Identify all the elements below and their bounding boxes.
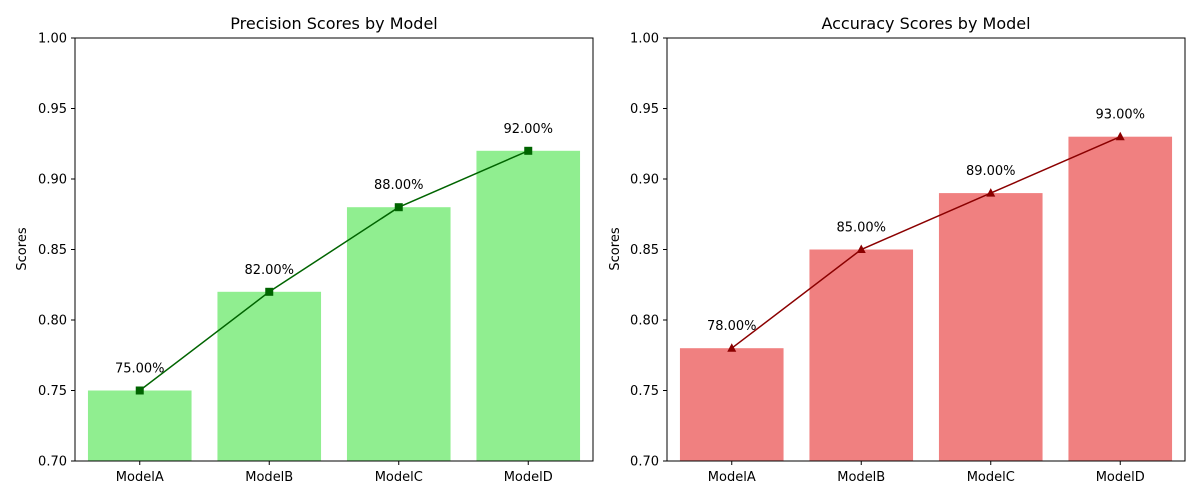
accuracy-x-tick-label: ModelA xyxy=(708,470,756,485)
accuracy-point-modelb xyxy=(856,244,866,253)
precision-point-modeld xyxy=(524,146,533,155)
accuracy-data-label: 78.00% xyxy=(707,319,757,334)
precision-trend-line xyxy=(139,150,529,392)
precision-bar-modela xyxy=(87,390,192,461)
precision-data-label: 88.00% xyxy=(374,178,424,193)
precision-data-label: 75.00% xyxy=(115,362,165,377)
accuracy-data-label: 89.00% xyxy=(966,164,1016,179)
accuracy-y-tick-label: 1.00 xyxy=(630,32,659,47)
precision-x-tick-label: ModelA xyxy=(116,470,164,485)
accuracy-y-tick-label: 0.75 xyxy=(630,384,659,399)
accuracy-y-tick-label: 0.80 xyxy=(630,314,659,329)
accuracy-point-modeld xyxy=(1115,131,1125,141)
precision-y-tick-label: 0.90 xyxy=(38,173,67,188)
precision-data-label: 92.00% xyxy=(503,122,553,137)
precision-x-tick-label: ModelD xyxy=(504,470,553,485)
precision-point-modela xyxy=(135,386,144,395)
precision-y-tick-label: 0.95 xyxy=(38,102,67,117)
accuracy-trend-line xyxy=(731,136,1121,349)
precision-bar-modeld xyxy=(476,150,581,462)
precision-y-tick-label: 0.70 xyxy=(38,455,67,470)
accuracy-y-axis-label: Scores xyxy=(608,227,623,270)
accuracy-y-tick-label: 0.70 xyxy=(630,455,659,470)
accuracy-bar-modelc xyxy=(938,193,1043,461)
accuracy-point-modela xyxy=(727,343,737,352)
accuracy-bar-modeld xyxy=(1068,136,1173,461)
accuracy-y-tick-label: 0.85 xyxy=(630,243,659,258)
accuracy-bar-modela xyxy=(679,348,784,461)
accuracy-chart-title: Accuracy Scores by Model xyxy=(821,14,1030,33)
precision-bar-modelb xyxy=(217,291,322,461)
accuracy-bar-modelb xyxy=(809,249,914,461)
precision-x-tick-label: ModelB xyxy=(245,470,293,485)
precision-x-tick-label: ModelC xyxy=(375,470,423,485)
accuracy-x-tick-label: ModelC xyxy=(967,470,1015,485)
precision-point-modelb xyxy=(265,287,274,296)
precision-y-tick-label: 1.00 xyxy=(38,32,67,47)
accuracy-y-tick-label: 0.95 xyxy=(630,102,659,117)
precision-chart-title: Precision Scores by Model xyxy=(230,14,437,33)
accuracy-y-tick-label: 0.90 xyxy=(630,173,659,188)
precision-point-modelc xyxy=(394,203,403,212)
precision-chart: Precision Scores by Model Scores 0.70 0.7… xyxy=(15,14,594,485)
accuracy-x-tick-label: ModelD xyxy=(1096,470,1145,485)
accuracy-data-label: 93.00% xyxy=(1095,108,1145,123)
precision-bar-modelc xyxy=(346,207,451,461)
accuracy-x-tick-label: ModelB xyxy=(837,470,885,485)
precision-data-label: 82.00% xyxy=(244,263,294,278)
accuracy-chart: Accuracy Scores by Model Scores 0.70 0.75… xyxy=(608,14,1186,485)
accuracy-point-modelc xyxy=(986,188,996,197)
accuracy-data-label: 85.00% xyxy=(836,221,886,236)
precision-y-tick-label: 0.80 xyxy=(38,314,67,329)
precision-y-tick-label: 0.75 xyxy=(38,384,67,399)
precision-y-tick-label: 0.85 xyxy=(38,243,67,258)
precision-y-axis-label: Scores xyxy=(15,227,30,270)
